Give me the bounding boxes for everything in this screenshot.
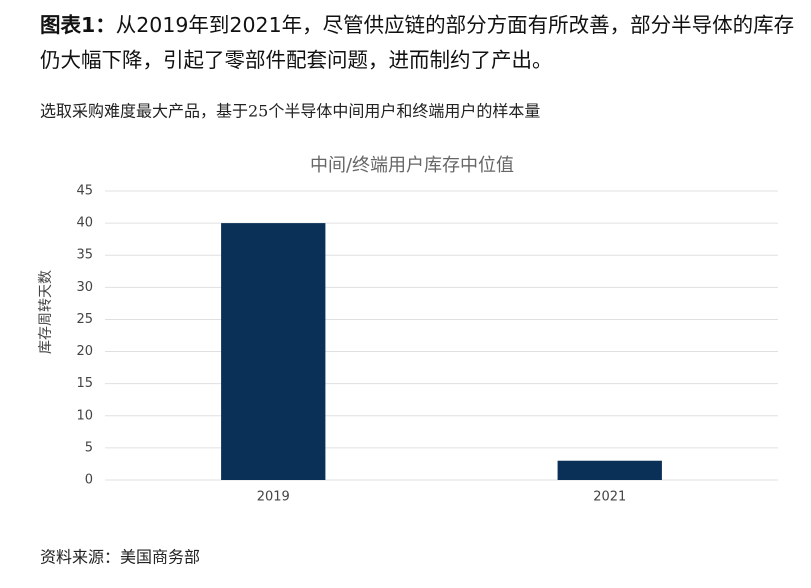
bar <box>221 223 326 480</box>
y-tick-label: 45 <box>76 184 93 199</box>
y-tick-label: 30 <box>76 280 93 295</box>
y-tick-label: 40 <box>76 216 93 231</box>
chart-title: 中间/终端用户库存中位值 <box>310 155 514 176</box>
x-tick-label: 2019 <box>257 490 290 505</box>
bar <box>557 460 662 480</box>
y-tick-label: 35 <box>76 248 93 263</box>
heading-text: 从2019年到2021年，尽管供应链的部分方面有所改善，部分半导体的库存仍大幅下… <box>40 13 795 72</box>
y-tick-label: 0 <box>85 473 93 488</box>
figure-label: 图表1： <box>40 13 116 37</box>
y-tick-label: 25 <box>76 312 93 327</box>
source: 资料来源：美国商务部 <box>40 548 200 567</box>
y-tick-label: 15 <box>76 376 93 391</box>
y-tick-label: 10 <box>76 408 93 423</box>
y-tick-label: 5 <box>85 440 93 455</box>
heading: 图表1：从2019年到2021年，尽管供应链的部分方面有所改善，部分半导体的库存… <box>40 8 805 78</box>
y-axis-label: 库存周转天数 <box>38 270 54 354</box>
subtitle: 选取采购难度最大产品，基于25个半导体中间用户和终端用户的样本量 <box>40 102 540 121</box>
x-tick-label: 2021 <box>593 490 626 505</box>
y-tick-label: 20 <box>76 344 93 359</box>
